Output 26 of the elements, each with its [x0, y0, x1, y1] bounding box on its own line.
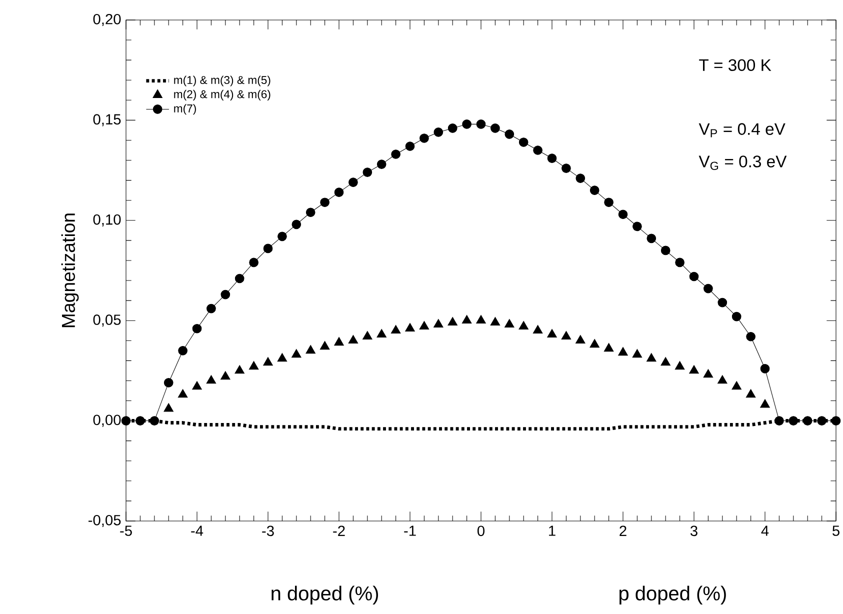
legend-label: m(1) & m(3) & m(5) — [174, 76, 270, 86]
y-tick-label: -0,05 — [88, 514, 121, 528]
annotation: T = 300 K — [699, 59, 772, 71]
x-tick-label: 0 — [477, 526, 484, 536]
x-tick-label: 5 — [832, 526, 840, 536]
legend-label: m(7) — [174, 104, 196, 115]
y-tick-label: 0,05 — [93, 314, 121, 327]
x-tick-label: -5 — [120, 526, 132, 536]
x-tick-label: -3 — [262, 526, 274, 536]
y-tick-label: 0,15 — [93, 114, 121, 126]
annotation: V$_{G}$ = 0.3 eV — [698, 156, 787, 170]
y-tick-label: 0,00 — [93, 414, 121, 427]
x-tick-label: 3 — [690, 526, 698, 536]
text: p doped (%) — [620, 586, 726, 604]
annotation: V$_{P}$ = 0.4 eV — [698, 123, 786, 138]
x-tick-label: 2 — [620, 526, 626, 536]
y-tick-label: 0,20 — [93, 14, 121, 26]
x-tick-label: 4 — [761, 526, 769, 536]
x-tick-label: 1 — [549, 526, 556, 536]
y-tick-label: 0,10 — [93, 214, 121, 226]
text: n doped (%) — [272, 586, 378, 604]
x-tick-label: -2 — [333, 526, 345, 536]
x-tick-label: -4 — [191, 526, 204, 536]
legend-label: m(2) & m(4) & m(6) — [174, 90, 270, 100]
x-tick-label: -1 — [404, 526, 416, 536]
y-axis-title: Magnetization — [61, 214, 79, 328]
